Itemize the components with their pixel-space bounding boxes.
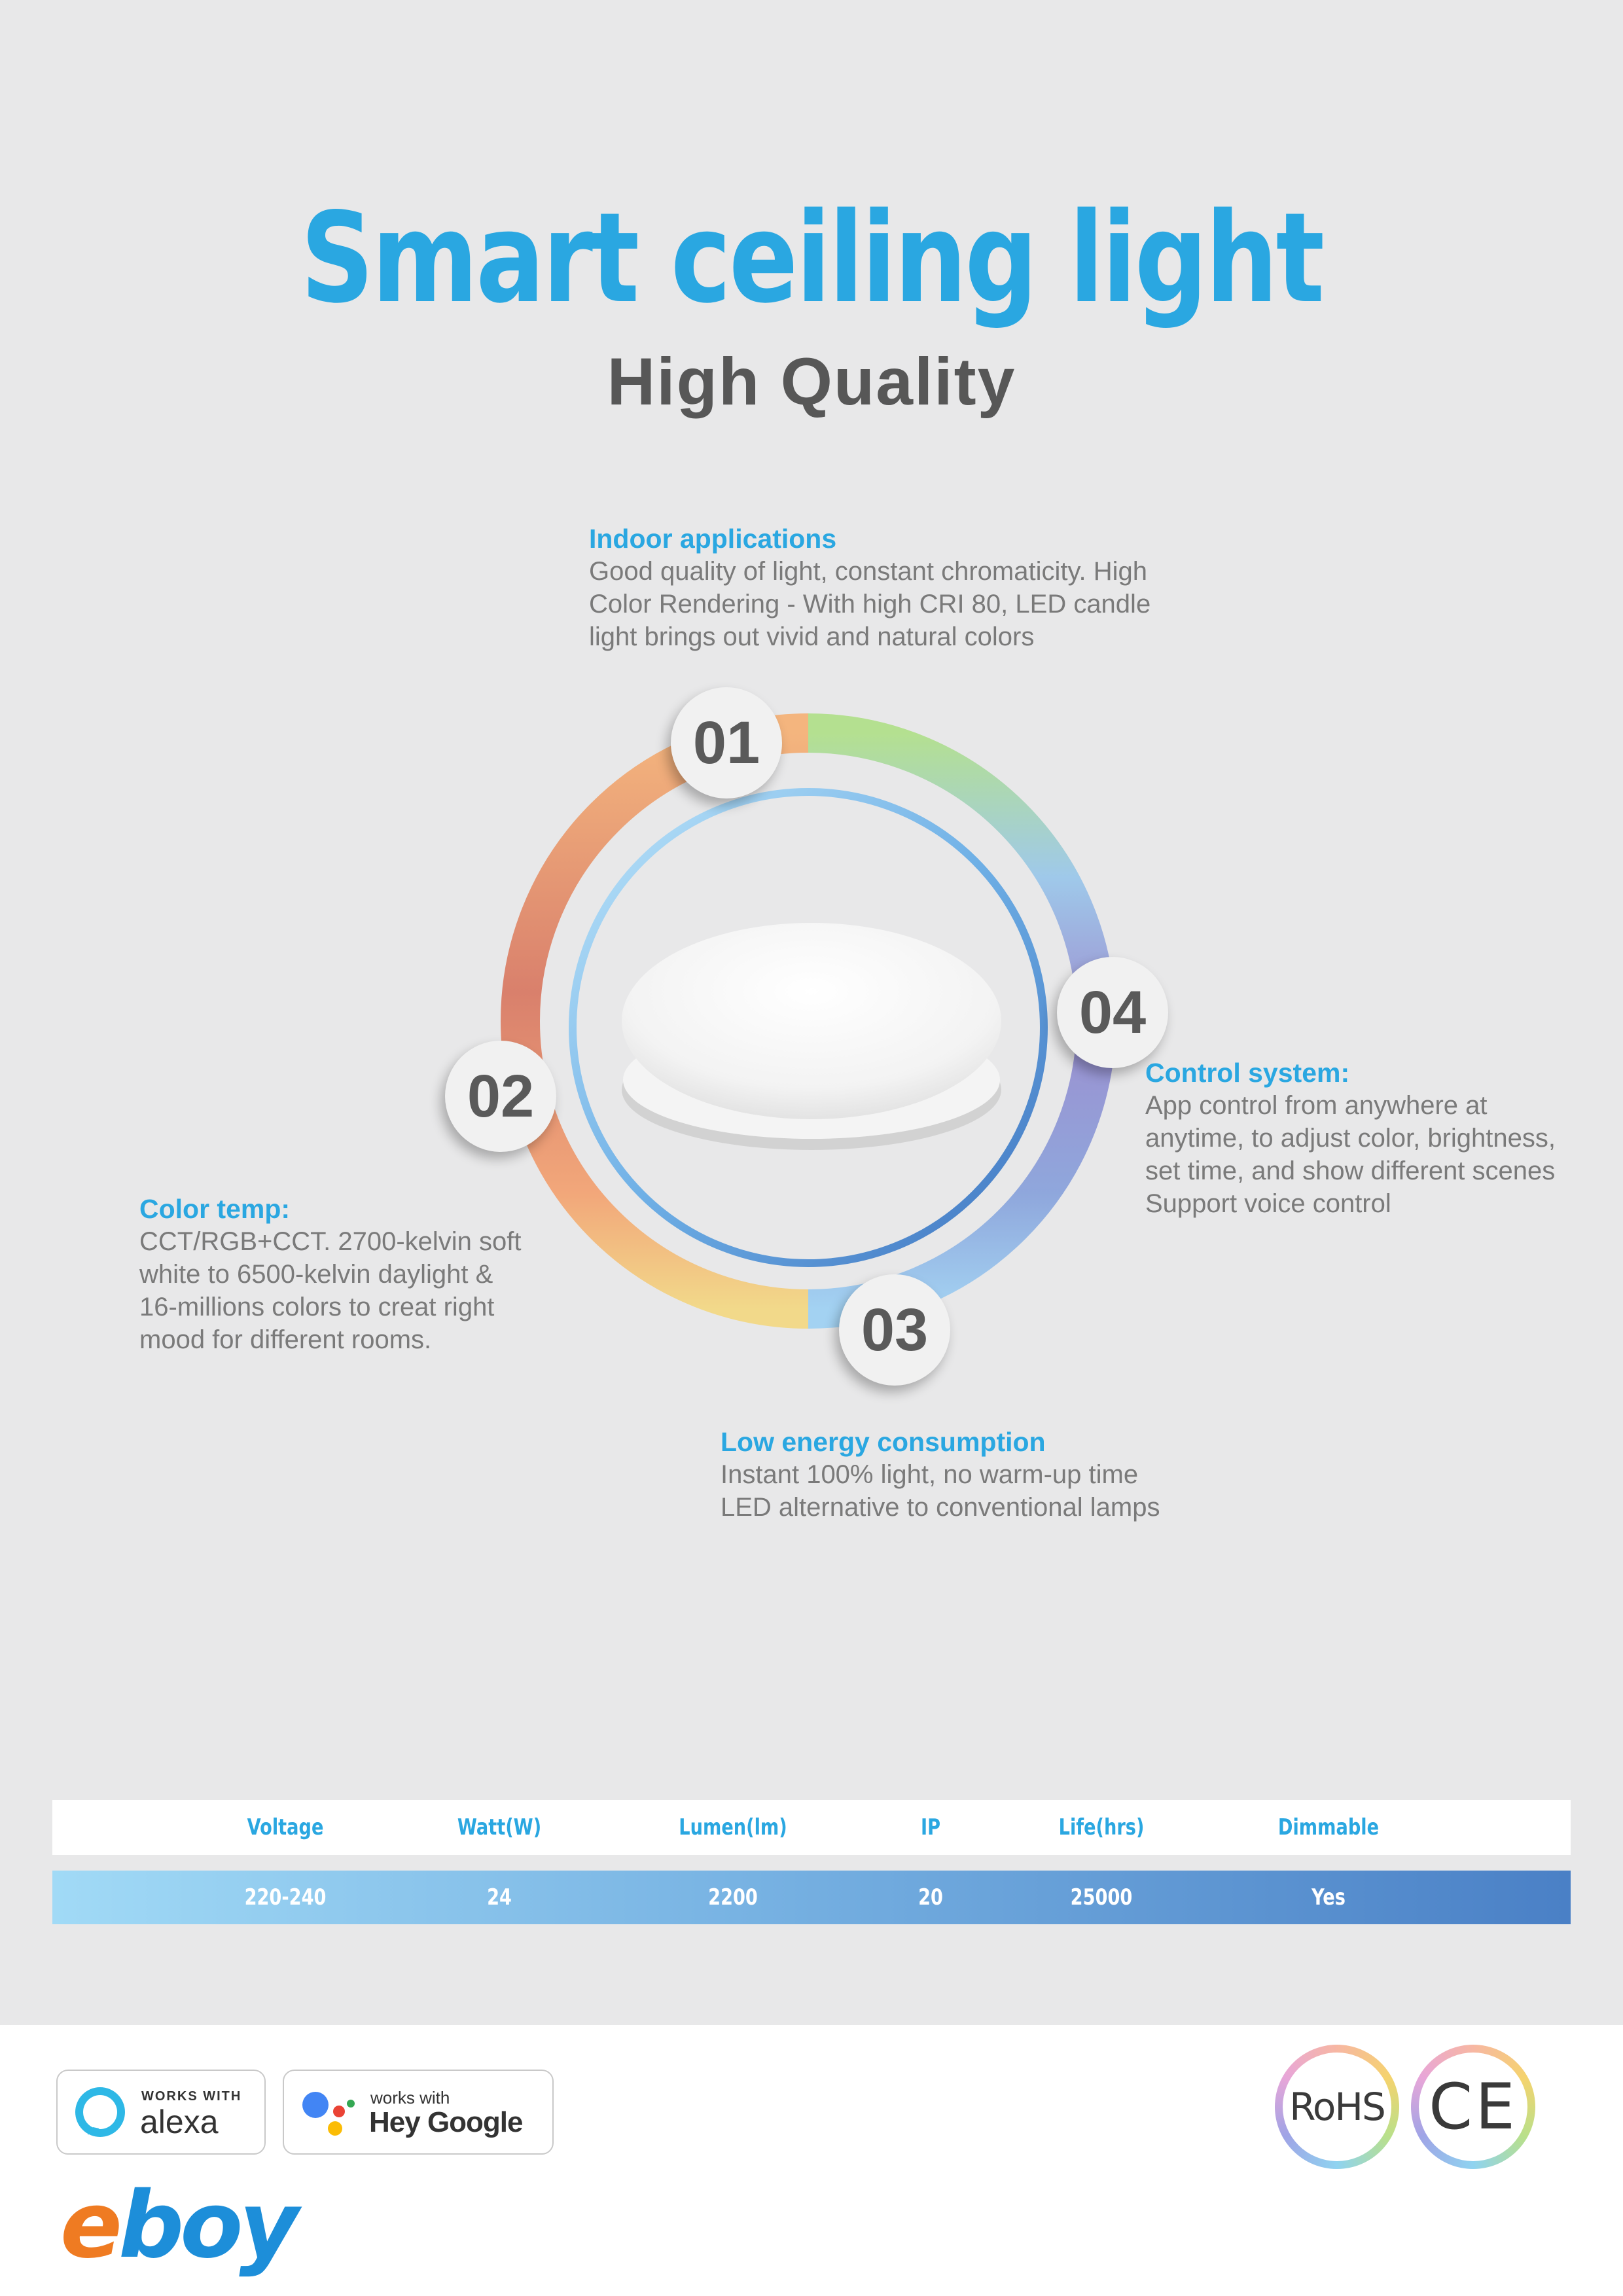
feature-line: CCT/RGB+CCT. 2700-kelvin soft — [139, 1227, 522, 1256]
rohs-logo: RoHS — [1275, 2045, 1399, 2169]
feature-line: set time, and show different scenes — [1145, 1157, 1556, 1185]
feature-heading: Low energy consumption — [721, 1427, 1046, 1457]
feature-line: anytime, to adjust color, brightness, — [1145, 1124, 1556, 1153]
spec-header-lumen: Lumen(lm) — [679, 1814, 787, 1840]
alexa-label: alexa — [140, 2104, 219, 2140]
feature-line: Support voice control — [1145, 1189, 1391, 1218]
spec-header-ip: IP — [920, 1814, 941, 1840]
feature-line: 16-millions colors to creat right — [139, 1293, 495, 1321]
spec-header-row: Voltage Watt(W) Lumen(lm) IP Life(hrs) D… — [52, 1800, 1571, 1855]
alexa-small-label: WORKS WITH — [141, 2089, 242, 2104]
google-label: Hey Google — [369, 2106, 523, 2138]
spec-value-row: 220-240 24 2200 20 25000 Yes — [52, 1871, 1571, 1924]
feature-number-03: 03 — [839, 1274, 950, 1386]
page-subtitle: High Quality — [607, 344, 1016, 419]
feature-number-02: 02 — [445, 1041, 556, 1152]
works-with-alexa-badge: WORKS WITH alexa — [56, 2070, 266, 2155]
feature-line: Color Rendering - With high CRI 80, LED … — [589, 590, 1151, 619]
feature-line: Instant 100% light, no warm-up time — [721, 1460, 1139, 1489]
spec-value-dimmable: Yes — [1311, 1884, 1346, 1910]
spec-header-dimmable: Dimmable — [1277, 1814, 1380, 1840]
feature-line: App control from anywhere at — [1145, 1091, 1488, 1120]
spec-header-watt: Watt(W) — [457, 1814, 542, 1840]
spec-value-watt: 24 — [487, 1884, 512, 1910]
feature-heading: Color temp: — [139, 1194, 291, 1224]
feature-indoor-applications: Indoor applications Good quality of ligh… — [589, 522, 1150, 653]
feature-low-energy: Low energy consumption Instant 100% ligh… — [721, 1426, 1160, 1524]
footer: WORKS WITH alexa works with Hey Google e… — [0, 2025, 1623, 2296]
google-small-label: works with — [370, 2088, 450, 2108]
spec-value-life: 25000 — [1070, 1884, 1133, 1910]
rohs-label: RoHS — [1283, 2053, 1391, 2161]
eboy-logo: eboy — [60, 2177, 299, 2275]
feature-color-temp: Color temp: CCT/RGB+CCT. 2700-kelvin sof… — [139, 1193, 522, 1356]
eboy-logo-e: e — [60, 2172, 122, 2279]
spec-value-lumen: 2200 — [708, 1884, 758, 1910]
feature-number-01: 01 — [671, 687, 782, 798]
google-assistant-icon — [302, 2092, 355, 2136]
feature-line: LED alternative to conventional lamps — [721, 1493, 1160, 1522]
page-title: Smart ceiling light — [300, 186, 1325, 331]
feature-control-system: Control system: App control from anywher… — [1145, 1056, 1556, 1220]
ce-logo: CE — [1411, 2045, 1535, 2169]
feature-line: mood for different rooms. — [139, 1325, 432, 1354]
alexa-icon — [75, 2087, 125, 2137]
feature-line: light brings out vivid and natural color… — [589, 622, 1035, 651]
feature-number-04: 04 — [1057, 957, 1168, 1068]
spec-value-voltage: 220-240 — [244, 1884, 327, 1910]
eboy-logo-boy: boy — [118, 2172, 299, 2279]
feature-line: white to 6500-kelvin daylight & — [139, 1260, 493, 1289]
feature-heading: Control system: — [1145, 1058, 1350, 1088]
feature-heading: Indoor applications — [589, 524, 837, 554]
spec-header-voltage: Voltage — [247, 1814, 324, 1840]
spec-value-ip: 20 — [918, 1884, 943, 1910]
feature-line: Good quality of light, constant chromati… — [589, 557, 1148, 586]
spec-header-life: Life(hrs) — [1058, 1814, 1145, 1840]
ce-label: CE — [1419, 2053, 1527, 2161]
works-with-google-badge: works with Hey Google — [283, 2070, 554, 2155]
